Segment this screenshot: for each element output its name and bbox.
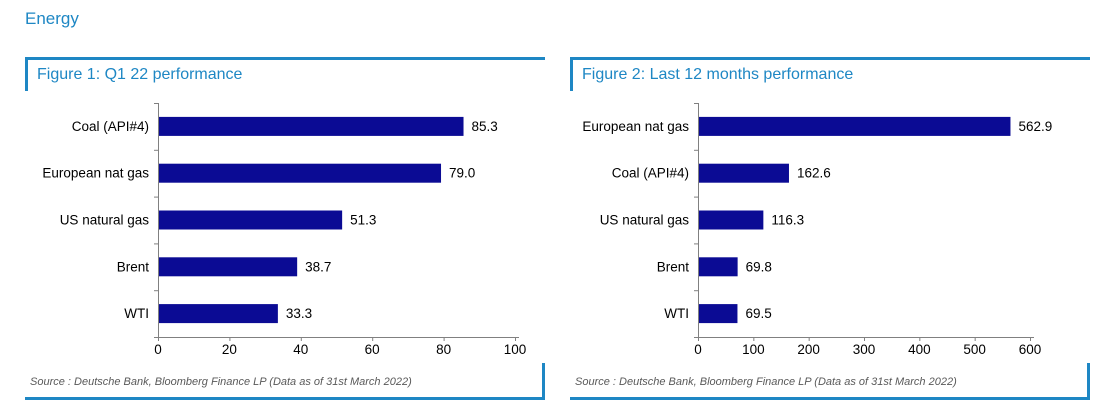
svg-text:69.8: 69.8 (746, 259, 772, 274)
svg-text:80: 80 (436, 342, 451, 357)
svg-text:WTI: WTI (664, 306, 689, 321)
page-title: Energy (25, 9, 79, 28)
svg-text:Coal (API#4): Coal (API#4) (612, 166, 689, 181)
svg-text:562.9: 562.9 (1018, 119, 1052, 134)
svg-text:Coal (API#4): Coal (API#4) (72, 119, 149, 134)
svg-text:WTI: WTI (124, 306, 149, 321)
svg-text:116.3: 116.3 (771, 213, 804, 228)
svg-text:400: 400 (908, 342, 931, 357)
svg-text:US natural gas: US natural gas (600, 213, 690, 228)
svg-text:300: 300 (853, 342, 876, 357)
figure-1-bar-chart: 0 20 40 60 80 100 Coal (API#4) 85.3 European nat… (25, 91, 545, 363)
svg-text:38.7: 38.7 (305, 259, 331, 274)
svg-text:European nat gas: European nat gas (42, 166, 149, 181)
svg-text:51.3: 51.3 (350, 213, 376, 228)
svg-text:0: 0 (694, 342, 702, 357)
figure-1-title: Figure 1: Q1 22 performance (25, 57, 545, 91)
svg-text:200: 200 (797, 342, 820, 357)
svg-text:Brent: Brent (117, 259, 150, 274)
svg-text:162.6: 162.6 (797, 166, 831, 181)
figure-1-panel: Figure 1: Q1 22 performance 0 20 40 60 80 100… (25, 57, 545, 400)
svg-text:85.3: 85.3 (472, 119, 498, 134)
svg-text:100: 100 (504, 342, 527, 357)
svg-text:500: 500 (963, 342, 986, 357)
svg-text:100: 100 (742, 342, 765, 357)
figure-1-footer: Source : Deutsche Bank, Bloomberg Financ… (25, 363, 545, 400)
svg-text:40: 40 (293, 342, 308, 357)
svg-text:0: 0 (154, 342, 162, 357)
svg-text:20: 20 (222, 342, 237, 357)
svg-text:European nat gas: European nat gas (582, 119, 689, 134)
figure-1-source: Source : Deutsche Bank, Bloomberg Financ… (30, 376, 412, 388)
svg-text:60: 60 (365, 342, 380, 357)
svg-text:US natural gas: US natural gas (60, 213, 150, 228)
figure-2-panel: Figure 2: Last 12 months performance 0 10… (570, 57, 1090, 400)
figure-2-source: Source : Deutsche Bank, Bloomberg Financ… (575, 376, 957, 388)
figure-2-title: Figure 2: Last 12 months performance (570, 57, 1090, 91)
svg-text:Brent: Brent (657, 259, 690, 274)
figure-2-bar-chart: 0 100 200 300 400 500 600 European nat gas 562.9… (570, 91, 1090, 363)
svg-text:69.5: 69.5 (745, 306, 771, 321)
svg-text:79.0: 79.0 (449, 166, 475, 181)
svg-text:33.3: 33.3 (286, 306, 312, 321)
figure-2-footer: Source : Deutsche Bank, Bloomberg Financ… (570, 363, 1090, 400)
svg-text:600: 600 (1019, 342, 1042, 357)
